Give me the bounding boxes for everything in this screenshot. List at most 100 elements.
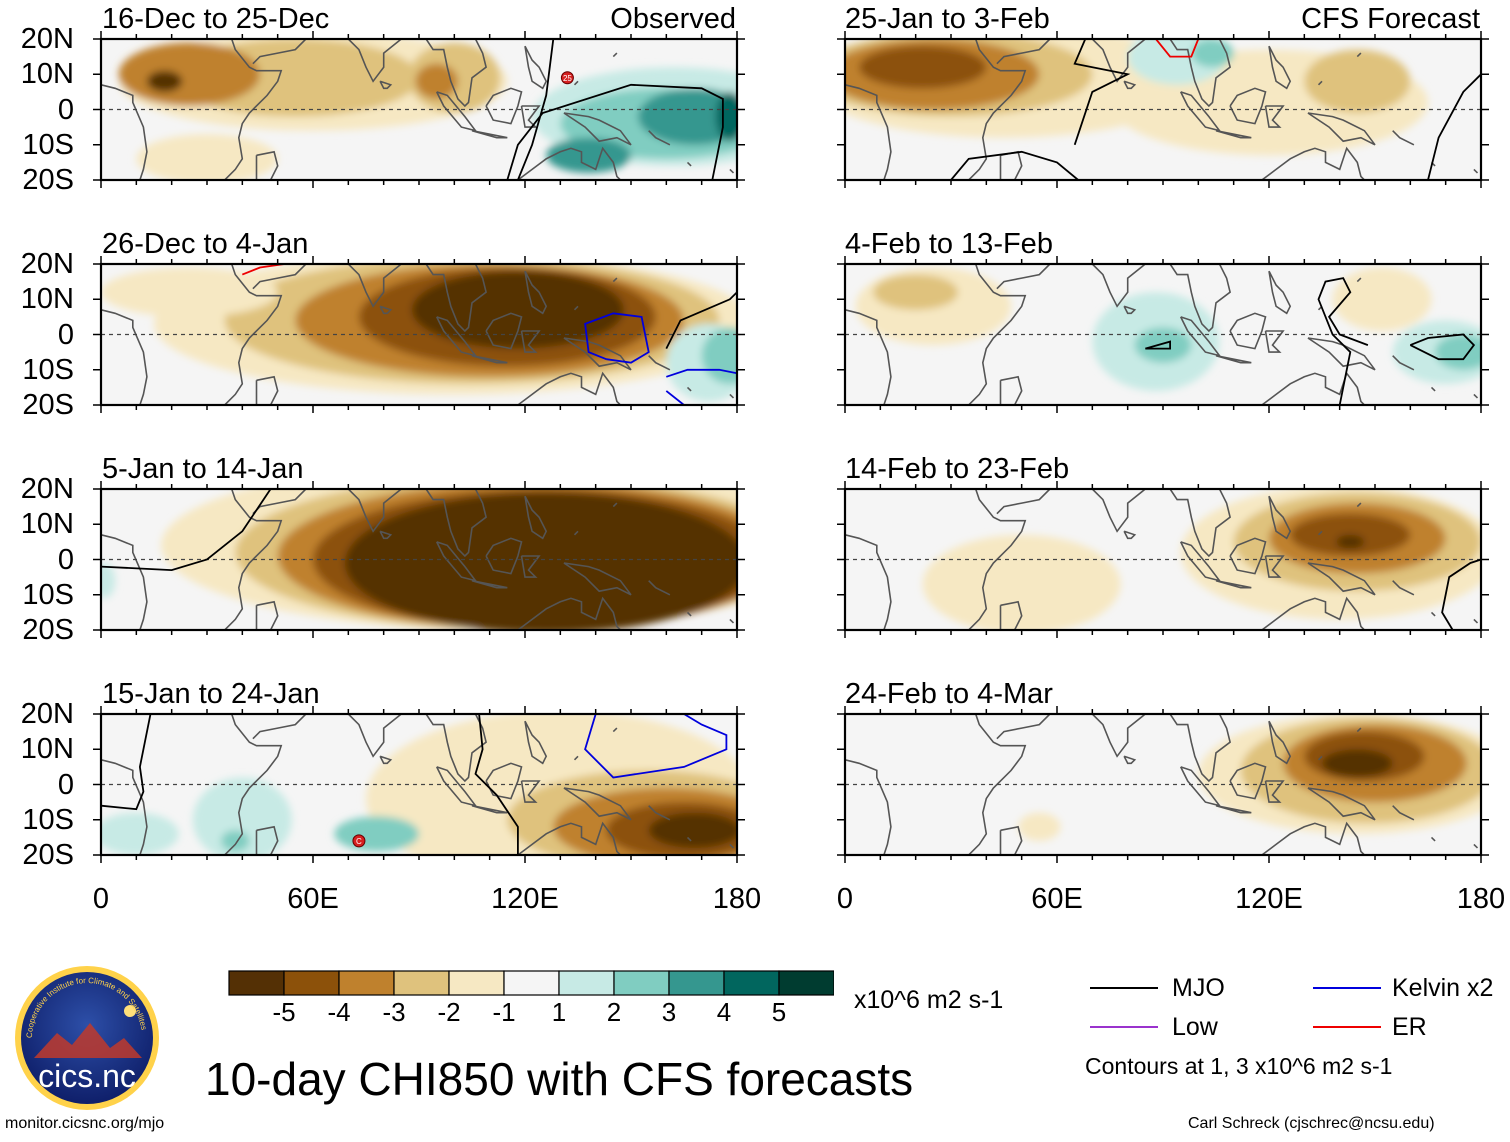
legend-er: ER (1392, 1013, 1427, 1041)
colorbar-swatch (393, 970, 450, 996)
coastline (1473, 618, 1479, 624)
coastline (1264, 780, 1285, 803)
lat-tick-label: 10S (22, 578, 74, 611)
forecast-header: CFS Forecast (1301, 3, 1480, 35)
coastline (1215, 579, 1252, 589)
legend-note: Contours at 1, 3 x10^6 m2 s-1 (1085, 1053, 1393, 1079)
panel-title-p5: 25-Jan to 3-Feb (845, 3, 1050, 35)
coastline (255, 375, 279, 405)
coastline (1264, 555, 1285, 578)
coastline (1356, 727, 1362, 733)
coastline (503, 371, 621, 405)
storm-label: C (356, 837, 362, 846)
anomaly-shading (1134, 327, 1192, 363)
wave-contour (241, 264, 285, 276)
wave-contour (665, 390, 685, 405)
panel-title-p3: 5-Jan to 14-Jan (102, 453, 304, 485)
coastline (1392, 805, 1415, 821)
anomaly-shading (701, 327, 737, 384)
coastline (1307, 787, 1376, 821)
lon-tick-label: 120E (491, 883, 559, 915)
lat-tick-label: 20S (22, 614, 74, 646)
coastline (1392, 355, 1415, 371)
panel-title-p7: 14-Feb to 23-Feb (845, 453, 1070, 485)
coastline (563, 112, 632, 146)
lon-tick-label: 0 (836, 883, 854, 915)
anomaly-shading (1018, 812, 1061, 841)
anomaly-shading (546, 137, 631, 173)
coastline (524, 45, 548, 90)
coastline (1307, 337, 1376, 371)
wave-contour (506, 83, 724, 180)
wave-contour (101, 489, 272, 572)
colorbar-swatch (448, 970, 505, 996)
wave-contour (1145, 340, 1171, 350)
colorbar-swatch (613, 970, 670, 996)
wave-contour (584, 714, 728, 779)
coastline (255, 825, 279, 855)
coastline (503, 596, 621, 630)
colorbar-tick-label: -1 (492, 997, 516, 1027)
coastline (845, 714, 1027, 855)
colorbar-units: x10^6 m2 s-1 (854, 986, 1004, 1014)
coastline (999, 600, 1023, 630)
colorbar-tick-label: 2 (606, 997, 622, 1027)
panel-title-p8: 24-Feb to 4-Mar (845, 678, 1053, 710)
coastline (425, 264, 488, 333)
coastline (520, 330, 541, 353)
coastline (612, 727, 618, 733)
coastline (425, 489, 488, 558)
coastline (996, 264, 1051, 290)
coastline (845, 309, 892, 405)
storm-marker: 25 (560, 71, 574, 85)
anomaly-shading (192, 777, 292, 855)
anomaly-shading (411, 271, 624, 349)
anomaly-shading (638, 88, 737, 145)
anomaly-shading (1322, 749, 1393, 778)
coastline (1392, 580, 1415, 596)
coastline (573, 530, 579, 536)
map-panels: 25 C (93, 31, 1489, 863)
coastline (1356, 52, 1362, 58)
coastline (1473, 843, 1479, 849)
coastline (252, 264, 307, 290)
coastline (1123, 305, 1137, 315)
coastline (503, 821, 621, 855)
coastline (648, 805, 671, 821)
coastline (1229, 87, 1267, 125)
coastline (1247, 371, 1365, 405)
coastline (612, 277, 618, 283)
colorbar-tick-label: 3 (661, 997, 677, 1027)
map-panel-p5 (837, 31, 1489, 188)
coastline (101, 84, 148, 180)
coastline (729, 168, 735, 174)
lat-tick-label: 0 (57, 318, 74, 351)
anomaly-shading (1007, 577, 1107, 627)
coastline (686, 611, 692, 617)
coastline (563, 787, 632, 821)
wave-contour (474, 714, 519, 855)
lat-tick-label: 0 (57, 768, 74, 801)
coastline (520, 555, 541, 578)
coastline (1473, 393, 1479, 399)
anomaly-shading (101, 267, 278, 317)
coastline (334, 39, 402, 83)
coastline (520, 105, 541, 128)
wave-contour (665, 291, 737, 350)
panel-title-p6: 4-Feb to 13-Feb (845, 228, 1053, 260)
anomaly-shading (873, 274, 959, 310)
coastline (573, 305, 579, 311)
coastline (1123, 80, 1137, 90)
anomaly-shading (648, 812, 737, 848)
wave-contour (1427, 73, 1481, 180)
lat-tick-label: 20S (22, 389, 74, 421)
coastline (996, 714, 1051, 740)
colorbar-tick-label: 5 (771, 997, 787, 1027)
coastline (729, 843, 735, 849)
anomaly-shading (1336, 534, 1365, 549)
anomaly-shading (556, 717, 670, 767)
coastline (334, 264, 402, 308)
coastline (1356, 502, 1362, 508)
lat-tick-label: 20S (22, 164, 74, 196)
coastline (485, 312, 523, 350)
